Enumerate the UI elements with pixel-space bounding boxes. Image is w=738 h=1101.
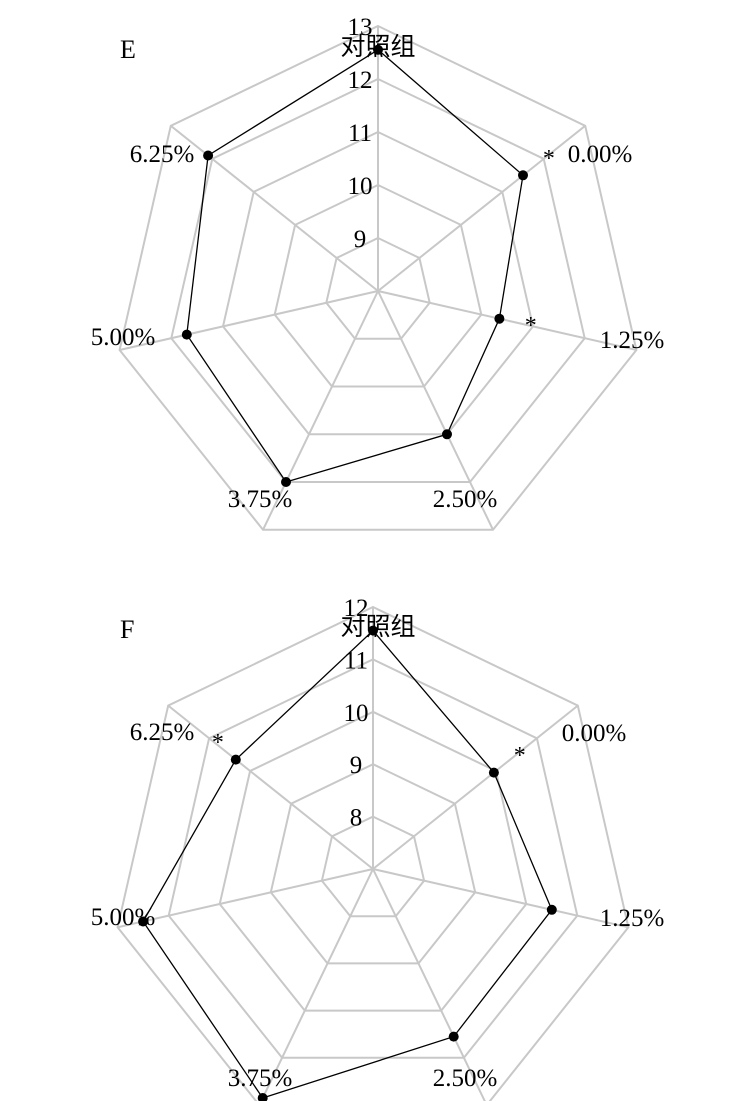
- significance-mark: *: [514, 743, 526, 769]
- tick-label: 12: [348, 67, 373, 94]
- significance-mark: *: [525, 313, 537, 339]
- axis-spoke: [117, 868, 374, 929]
- tick-label: 9: [350, 752, 363, 779]
- panel-label: E: [120, 35, 136, 64]
- grid-ring: [170, 77, 586, 483]
- tick-label: 9: [354, 226, 367, 253]
- axis-spoke: [119, 290, 379, 351]
- axis-spoke: [372, 704, 579, 870]
- grid-ring: [325, 236, 431, 340]
- tick-label: 13: [348, 14, 373, 41]
- panel-label: F: [120, 615, 134, 644]
- axis-spoke: [377, 290, 637, 351]
- grid-ring: [221, 130, 535, 436]
- grid-ring: [167, 658, 579, 1059]
- grid-ring: [320, 815, 426, 918]
- axis-label: 3.75%: [228, 1065, 293, 1092]
- axis-spoke: [167, 704, 374, 870]
- data-point: [373, 44, 383, 55]
- axis-label: 2.50%: [433, 486, 498, 513]
- data-point: [546, 904, 557, 915]
- data-point: [203, 150, 214, 161]
- series-line: [186, 48, 524, 483]
- axis-label: 6.25%: [130, 141, 195, 168]
- radar-chart-e: 910111213对照组0.00%1.25%2.50%3.75%5.00%6.2…: [91, 14, 665, 531]
- grid-ring: [116, 605, 630, 1101]
- axis-spoke: [377, 125, 586, 292]
- axis-label: 3.75%: [228, 486, 293, 513]
- tick-label: 10: [344, 700, 369, 727]
- grid-ring: [118, 24, 638, 531]
- data-point: [494, 313, 505, 324]
- significance-mark: *: [212, 730, 224, 756]
- tick-label: 11: [344, 647, 368, 674]
- data-point: [281, 477, 291, 487]
- data-point: [448, 1031, 459, 1042]
- axis-spoke: [377, 290, 494, 531]
- data-point: [488, 767, 499, 778]
- axis-spoke: [262, 290, 379, 531]
- tick-label: 11: [348, 120, 372, 147]
- axis-spoke: [260, 868, 374, 1101]
- grid-ring: [269, 763, 477, 965]
- radar-chart-f: 89101112对照组0.00%1.25%2.50%3.75%5.00%6.25…: [91, 595, 665, 1101]
- axis-spoke: [372, 868, 629, 929]
- data-point: [181, 329, 192, 340]
- tick-label: 8: [350, 805, 363, 832]
- series-line: [142, 629, 553, 1099]
- tick-label: 10: [348, 173, 373, 200]
- axis-label: 1.25%: [600, 905, 665, 932]
- data-point: [442, 429, 452, 440]
- data-point: [138, 916, 149, 927]
- axis-label: 2.50%: [433, 1065, 498, 1092]
- tick-label: 12: [344, 595, 369, 622]
- axis-spoke: [372, 868, 486, 1101]
- axis-label: 5.00%: [91, 324, 156, 351]
- grid-ring: [218, 710, 528, 1012]
- data-point: [257, 1093, 268, 1101]
- data-point: [518, 170, 528, 181]
- data-point: [230, 754, 241, 765]
- significance-mark: *: [543, 146, 555, 172]
- grid-ring: [273, 183, 483, 388]
- axis-label: 1.25%: [600, 327, 665, 354]
- axis-label: 6.25%: [130, 719, 195, 746]
- data-point: [368, 625, 378, 636]
- axis-label: 0.00%: [568, 141, 633, 168]
- axis-label: 0.00%: [562, 720, 627, 747]
